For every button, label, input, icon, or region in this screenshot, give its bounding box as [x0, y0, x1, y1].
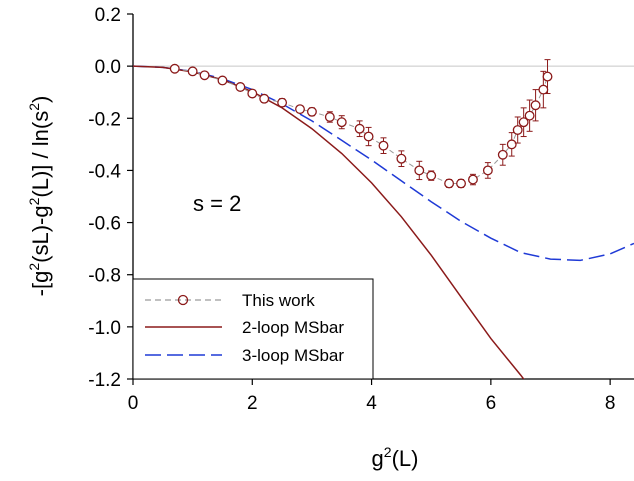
y-axis-label-part: (L)] / ln(s [28, 111, 53, 198]
y-axis-label-sup: 2 [26, 263, 42, 271]
x-axis-label-base: g [372, 446, 384, 471]
x-axis-label-sup: 2 [384, 444, 392, 460]
y-tick-label: -0.4 [88, 161, 121, 182]
y-tick-label: -0.6 [88, 214, 121, 235]
y-axis-label-part: -[g [28, 271, 53, 297]
x-tick-label: 4 [366, 393, 377, 414]
data-point [295, 104, 305, 115]
series-3-loop-curve [133, 65, 634, 262]
x-tick-label: 0 [128, 393, 139, 414]
data-point [524, 110, 535, 121]
tick-labels: 0 2 4 6 8 0.2 0.0 -0.2 -0.4 -0.6 -0.8 -1.0 -1.2 [88, 5, 615, 414]
data-point [324, 112, 335, 122]
data-point [235, 82, 246, 92]
y-axis-label-part: (sL)-g [28, 205, 53, 262]
y-tick-label: -1.0 [88, 318, 121, 339]
data-point [512, 125, 523, 135]
data-point [530, 100, 541, 111]
data-point [542, 71, 553, 82]
y-axis-label-sup: 2 [26, 197, 42, 205]
data-point [482, 165, 493, 176]
legend-entry-2-loop: 2-loop MSbar [145, 318, 344, 337]
data-point [396, 153, 407, 164]
x-axis-label-rest: (L) [392, 446, 419, 471]
x-axis-label: g2(L) [372, 444, 419, 471]
y-tick-label: 0.2 [95, 5, 121, 26]
data-point [444, 178, 455, 189]
data-point [259, 93, 270, 104]
data-point [187, 66, 198, 77]
y-axis-label: -[g2(sL)-g2(L)] / ln(s2) [26, 96, 53, 297]
data-point [538, 84, 549, 95]
data-point [217, 75, 228, 86]
data-point [277, 97, 288, 108]
data-point [247, 88, 258, 99]
y-tick-label: -0.2 [88, 109, 121, 130]
legend-marker-this-work [177, 294, 189, 306]
data-point [518, 117, 529, 128]
y-axis-label-part: ) [28, 96, 53, 103]
legend-label-this-work: This work [242, 291, 315, 310]
data-point [468, 174, 478, 185]
data-point [414, 165, 425, 176]
data-point [199, 70, 210, 81]
data-point [306, 106, 317, 117]
x-tick-label: 8 [605, 393, 616, 414]
legend-label-3-loop: 3-loop MSbar [242, 346, 344, 365]
series [133, 59, 634, 379]
data-point [426, 170, 437, 181]
annotation-s-equals-2: s = 2 [193, 191, 241, 216]
legend: This work 2-loop MSbar 3-loop MSbar [132, 278, 374, 380]
legend-label-2-loop: 2-loop MSbar [242, 318, 344, 337]
data-point [354, 123, 365, 134]
data-point [506, 139, 517, 150]
x-tick-label: 6 [486, 393, 497, 414]
legend-entry-this-work: This work [145, 291, 315, 310]
data-point [378, 140, 389, 151]
data-point [456, 178, 466, 189]
legend-box [132, 278, 374, 380]
data-point [169, 63, 180, 74]
legend-entry-3-loop: 3-loop MSbar [145, 346, 344, 365]
data-point [363, 131, 374, 142]
y-tick-label: -1.2 [88, 370, 121, 391]
data-point [497, 149, 508, 160]
y-tick-label: -0.8 [88, 266, 121, 287]
data-point [336, 117, 347, 128]
x-tick-label: 2 [247, 393, 258, 414]
y-tick-label: 0.0 [95, 57, 121, 78]
y-axis-label-sup: 2 [26, 103, 42, 111]
